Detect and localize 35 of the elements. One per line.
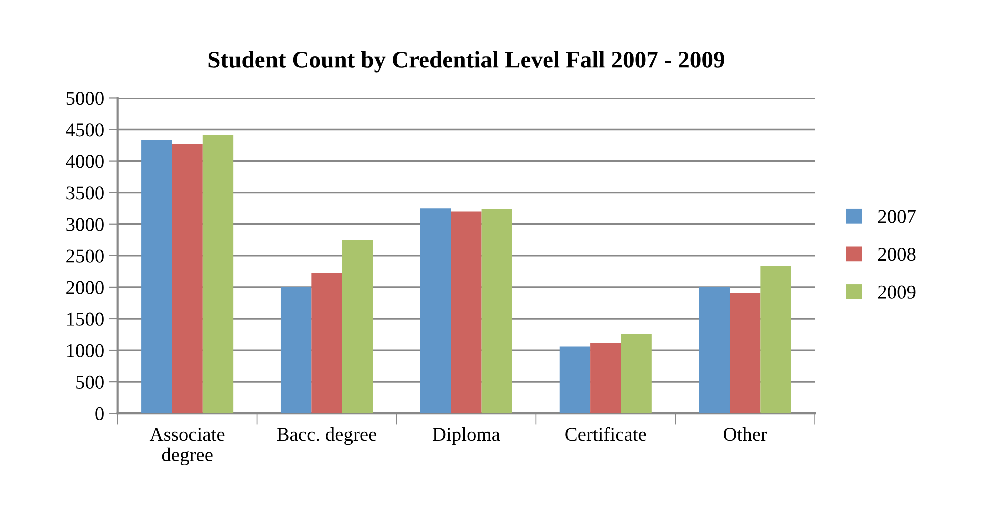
y-tick-label: 4500 (66, 124, 104, 137)
bar (482, 209, 512, 414)
y-tick-label: 500 (76, 376, 104, 389)
y-tick-label: 1500 (67, 312, 104, 326)
bar (312, 272, 342, 414)
bar (590, 342, 622, 414)
bar (420, 208, 452, 414)
legend-label: 2009 (878, 286, 916, 299)
legend-label: 2008 (878, 248, 916, 262)
y-tick-label: 3000 (66, 218, 104, 232)
x-tick-label: Other (724, 427, 768, 442)
chart-title: Student Count by Credential Level Fall 2007 - 2009 (208, 51, 724, 73)
x-tick-label: Bacc. degree (277, 427, 377, 446)
x-tick-label: Diploma (432, 427, 500, 446)
bar (760, 266, 792, 414)
bar (560, 346, 591, 414)
x-tick-label: Associate degree (150, 428, 225, 466)
bar (172, 144, 203, 414)
y-tick-label: 3500 (66, 186, 104, 200)
bar (202, 135, 234, 414)
bar (280, 287, 312, 414)
legend-label: 2007 (878, 210, 916, 224)
y-tick-label: 2000 (66, 281, 104, 294)
y-tick-label: 5000 (66, 92, 104, 106)
x-tick-label: Certificate (566, 427, 646, 442)
bar (142, 140, 172, 414)
bar (730, 293, 761, 414)
bar (699, 287, 730, 414)
y-tick-label: 0 (96, 407, 104, 421)
y-tick-label: 1000 (67, 344, 104, 358)
y-tick-label: 2500 (66, 250, 104, 263)
y-tick-label: 4000 (66, 155, 104, 168)
bar (621, 334, 652, 414)
bar (451, 212, 482, 414)
bar (342, 240, 374, 414)
